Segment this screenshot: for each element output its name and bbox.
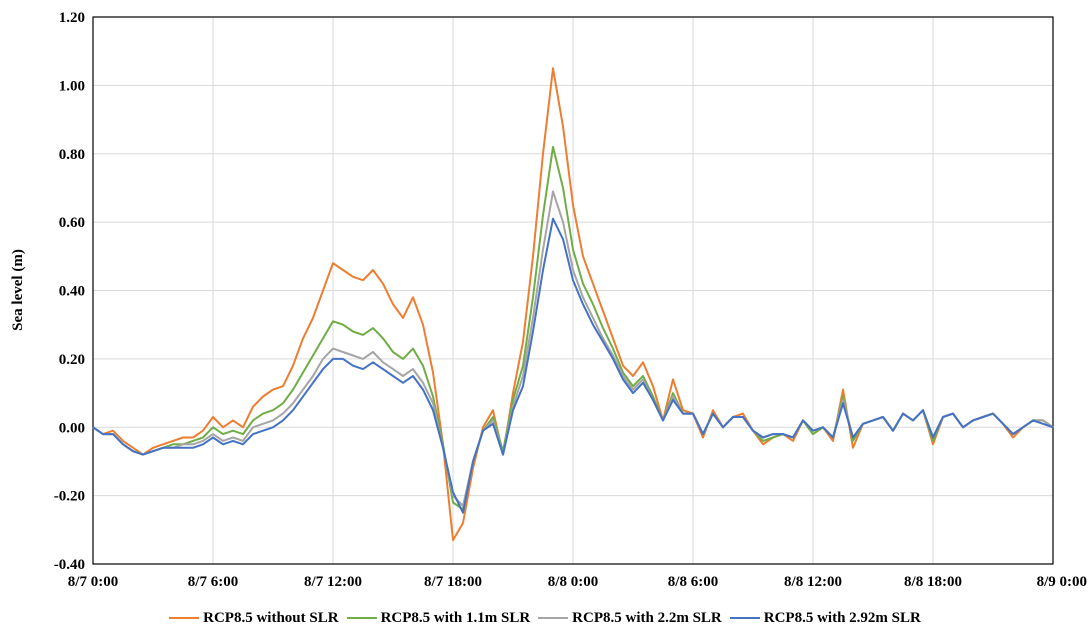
- legend-label: RCP8.5 with 2.92m SLR: [763, 609, 921, 626]
- y-tick-labels: -0.40 -0.20 0.00 0.20 0.40 0.60 0.80 1.00 1.20: [54, 10, 85, 573]
- legend-label: RCP8.5 with 2.2m SLR: [572, 609, 722, 626]
- legend-swatch: [538, 617, 569, 619]
- x-tick-labels: 8/7 0:00 8/7 6:00 8/7 12:00 8/7 18:00 8/8 0:…: [68, 574, 1087, 590]
- y-tick-label: 0.00: [59, 420, 85, 436]
- legend-item: RCP8.5 with 2.2m SLR: [538, 610, 722, 627]
- x-tick-label: 8/8 0:00: [548, 574, 598, 590]
- gridlines: [92, 16, 1054, 565]
- legend-item: RCP8.5 without SLR: [169, 609, 339, 627]
- legend-label: RCP8.5 with 1.1m SLR: [380, 609, 531, 626]
- series-lines: [92, 67, 1054, 542]
- legend-swatch: [729, 617, 760, 619]
- legend-item: RCP8.5 with 2.92m SLR: [729, 609, 921, 627]
- x-tick-label: 8/7 12:00: [304, 574, 362, 590]
- x-tick-label: 8/7 6:00: [188, 574, 238, 590]
- y-tick-label: 0.40: [59, 284, 85, 300]
- y-tick-label: 1.20: [59, 10, 85, 26]
- x-tick-label: 8/8 18:00: [904, 574, 962, 590]
- y-tick-label: 0.60: [59, 215, 85, 231]
- y-tick-label: -0.20: [54, 489, 85, 505]
- x-tick-label: 8/7 18:00: [424, 574, 482, 590]
- y-tick-label: 0.20: [59, 352, 85, 368]
- legend-item: RCP8.5 with 1.1m SLR: [346, 609, 531, 627]
- x-tick-label: 8/9 0:00: [1037, 574, 1087, 590]
- legend-swatch: [169, 617, 200, 619]
- x-tick-label: 8/8 6:00: [668, 574, 718, 590]
- x-tick-label: 8/8 12:00: [784, 574, 842, 590]
- series-line-4: [92, 217, 1054, 514]
- sea-level-chart: -0.40 -0.20 0.00 0.20 0.40 0.60 0.80 1.00 1.20 8…: [10, 10, 1087, 590]
- y-tick-label: 1.00: [59, 78, 85, 94]
- y-tick-label: -0.40: [54, 557, 85, 573]
- y-tick-label: 0.80: [59, 147, 85, 163]
- legend-swatch: [346, 617, 377, 619]
- legend-label: RCP8.5 without SLR: [203, 609, 339, 626]
- x-tick-label: 8/7 0:00: [68, 574, 118, 590]
- legend: RCP8.5 without SLR RCP8.5 with 1.1m SLR RC…: [0, 603, 1090, 633]
- y-axis-label: Sea level (m): [10, 249, 26, 331]
- plot-area-border: [92, 16, 1054, 565]
